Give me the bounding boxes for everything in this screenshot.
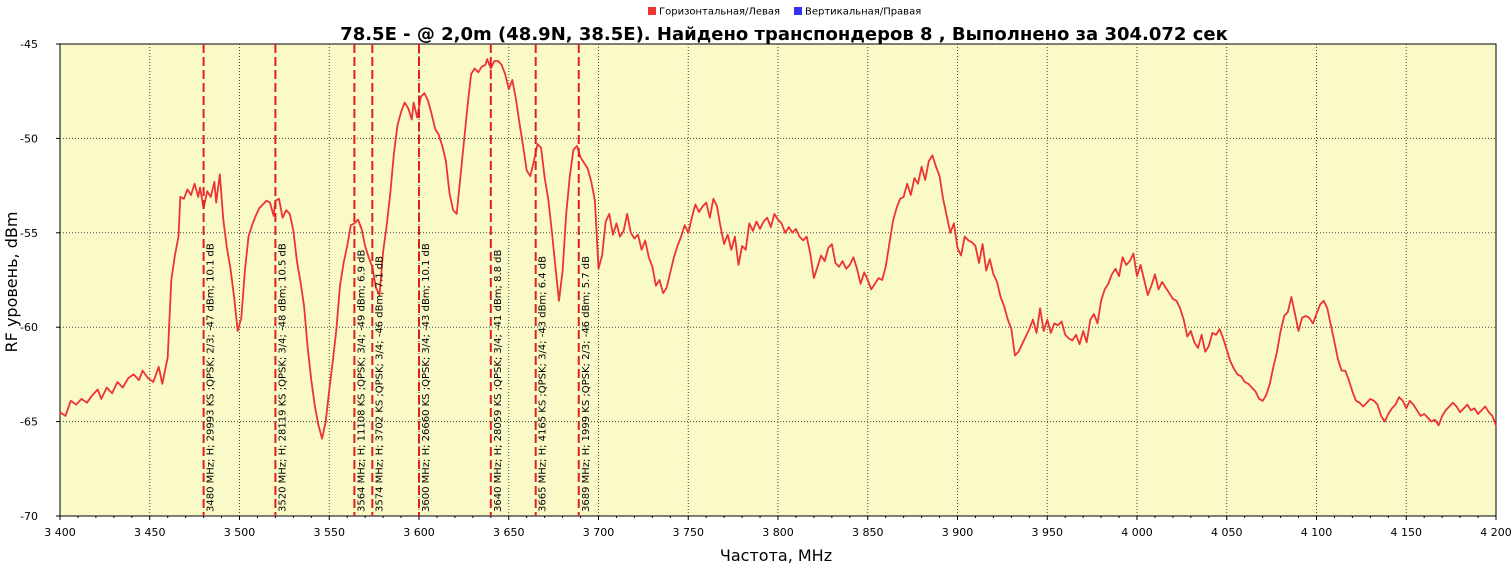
y-tick-label: -55 bbox=[20, 227, 38, 240]
x-tick-label: 3 850 bbox=[852, 526, 884, 539]
x-tick-label: 4 050 bbox=[1211, 526, 1243, 539]
y-tick-label: -65 bbox=[20, 416, 38, 429]
y-tick-label: -50 bbox=[20, 132, 38, 145]
transponder-label: 3689 MHz; H; 1999 KS ;QPSK; 2/3; -46 dBm… bbox=[581, 256, 592, 512]
legend-label-vertical: Вертикальная/Правая bbox=[805, 7, 921, 18]
chart-title: 78.5E - @ 2,0m (48.9N, 38.5E). Найдено т… bbox=[340, 24, 1228, 45]
x-tick-label: 4 200 bbox=[1480, 526, 1512, 539]
transponder-label: 3600 MHz; H; 26660 KS ;QPSK; 3/4; -43 dB… bbox=[421, 243, 432, 512]
grid-lines bbox=[60, 44, 1496, 516]
x-tick-label: 3 900 bbox=[942, 526, 974, 539]
x-tick-label: 3 800 bbox=[762, 526, 794, 539]
y-tick-label: -70 bbox=[20, 510, 38, 523]
x-tick-label: 4 150 bbox=[1391, 526, 1423, 539]
x-tick-label: 4 000 bbox=[1121, 526, 1153, 539]
transponder-label: 3665 MHz; H; 4165 KS ;QPSK; 3/4; -43 dBm… bbox=[538, 256, 549, 512]
transponder-label: 3564 MHz; H; 11108 KS ;QPSK; 3/4; -49 dB… bbox=[356, 249, 367, 512]
x-axis-ticks: 3 400 3 450 3 500 3 550 3 600 3 650 3 700 3 750… bbox=[44, 516, 1512, 539]
y-axis-ticks: -45 -50 -55 -60 -65 -70 bbox=[20, 38, 60, 523]
transponder-markers: 3480 MHz; H; 29993 KS ;QPSK; 2/3; -47 dB… bbox=[202, 44, 592, 516]
y-tick-label: -60 bbox=[20, 321, 38, 334]
transponder-label: 3640 MHz; H; 28059 KS ;QPSK; 3/4; -41 dB… bbox=[493, 249, 504, 512]
series-line-horizontal bbox=[59, 58, 1497, 440]
legend-swatch-horizontal bbox=[648, 7, 656, 15]
x-tick-label: 3 500 bbox=[224, 526, 256, 539]
x-tick-label: 3 650 bbox=[493, 526, 525, 539]
x-tick-label: 3 450 bbox=[134, 526, 166, 539]
x-axis-label: Частота, MHz bbox=[720, 546, 832, 565]
transponder-label: 3480 MHz; H; 29993 KS ;QPSK; 2/3; -47 dB… bbox=[206, 243, 217, 512]
x-tick-label: 3 550 bbox=[314, 526, 346, 539]
legend-label-horizontal: Горизонтальная/Левая bbox=[659, 7, 780, 18]
x-tick-label: 3 700 bbox=[583, 526, 615, 539]
series-layer bbox=[59, 58, 1497, 440]
x-tick-label: 3 600 bbox=[403, 526, 435, 539]
x-tick-label: 4 100 bbox=[1301, 526, 1333, 539]
x-tick-label: 3 750 bbox=[673, 526, 705, 539]
legend: Горизонтальная/Левая Вертикальная/Правая bbox=[648, 7, 921, 18]
transponder-label: 3574 MHz; H; 3702 KS ;QPSK; 3/4; -46 dBm… bbox=[374, 256, 385, 512]
y-axis-label: RF уровень, dBm bbox=[2, 212, 21, 353]
y-tick-label: -45 bbox=[20, 38, 38, 51]
x-tick-label: 3 950 bbox=[1032, 526, 1064, 539]
legend-swatch-vertical bbox=[794, 7, 802, 15]
x-tick-label: 3 400 bbox=[44, 526, 76, 539]
transponder-label: 3520 MHz; H; 28119 KS ;QPSK; 3/4; -48 dB… bbox=[277, 243, 288, 512]
